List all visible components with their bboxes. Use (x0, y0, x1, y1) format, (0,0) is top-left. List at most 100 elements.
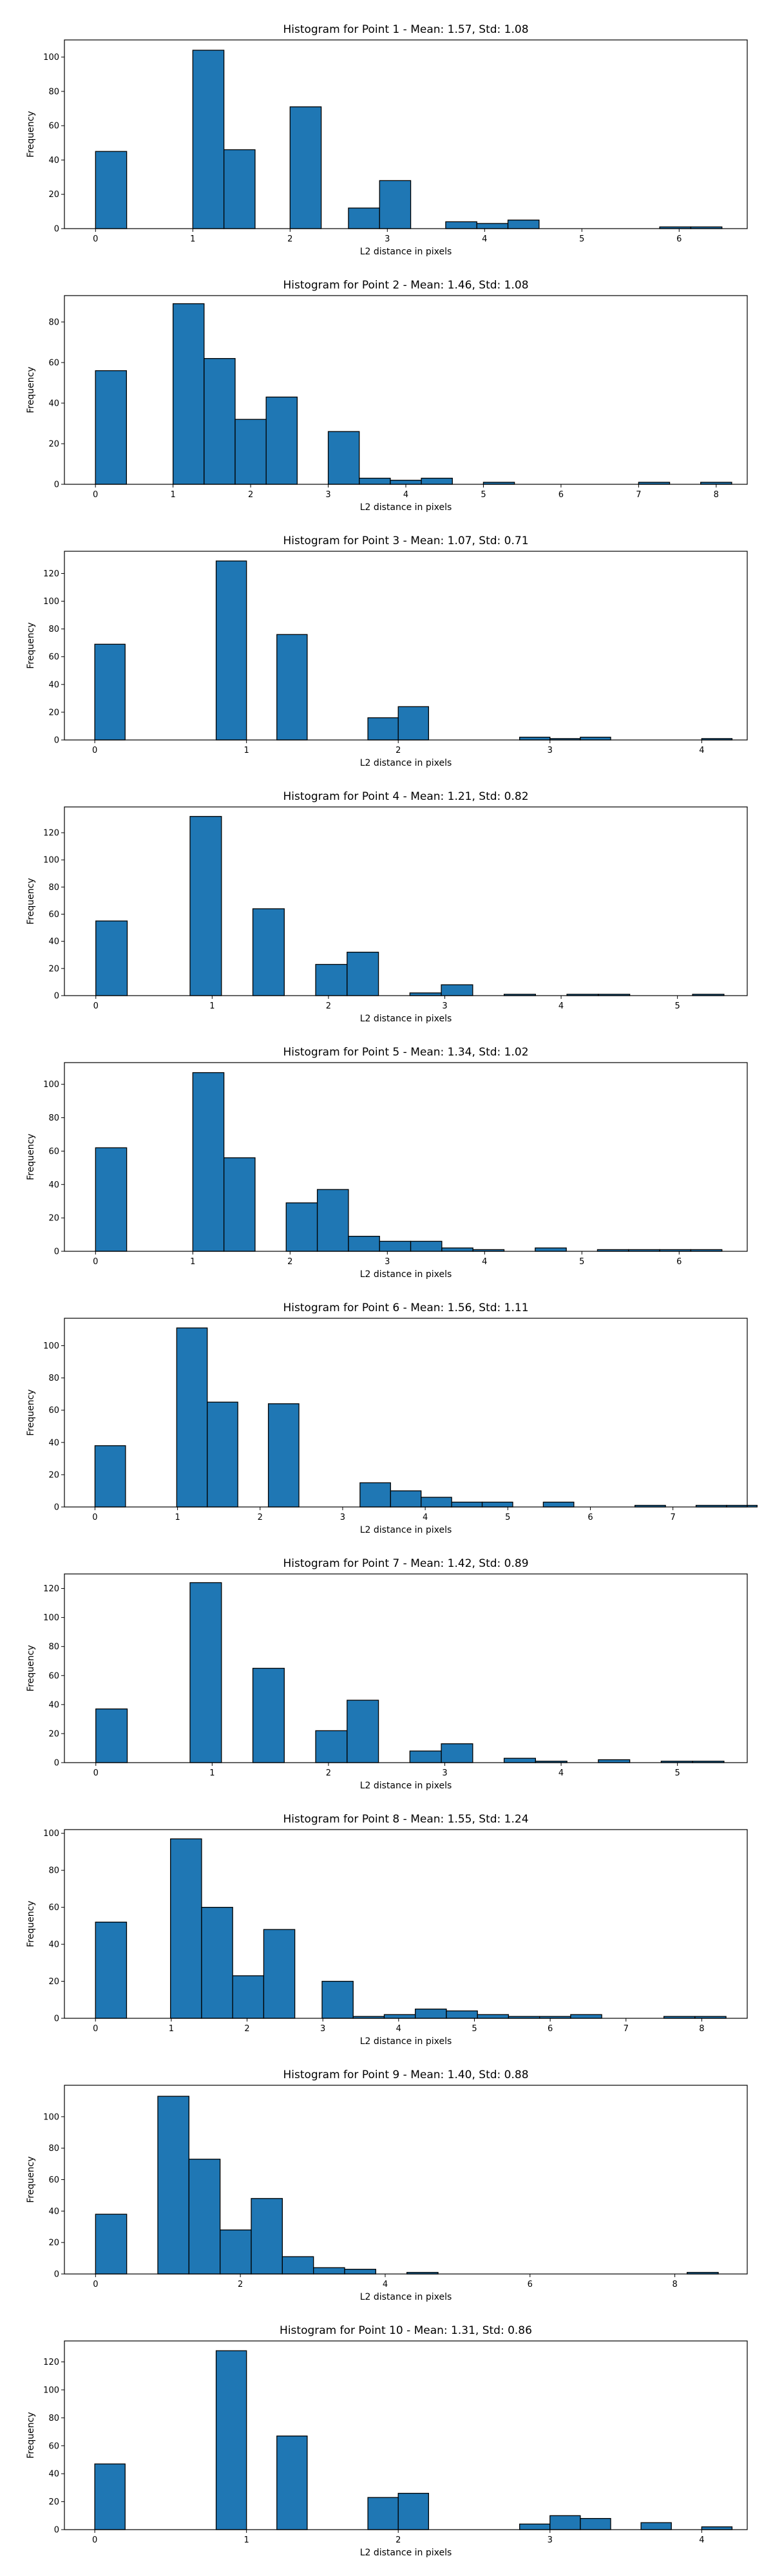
x-tick-label: 4 (482, 234, 487, 244)
y-tick-label: 120 (43, 1584, 59, 1594)
histogram-bar (282, 2256, 314, 2275)
y-tick-label: 20 (48, 1977, 59, 1987)
histogram-bar (316, 1189, 349, 1252)
histogram-bar (367, 2497, 399, 2530)
histogram-bar (347, 951, 379, 996)
histogram-bar (503, 1757, 536, 1763)
y-tick-label: 20 (48, 964, 59, 974)
histogram-bar (481, 1501, 513, 1508)
x-tick-label: 3 (385, 1257, 390, 1267)
x-tick-label: 1 (175, 1513, 180, 1522)
y-tick-label: 80 (48, 87, 59, 97)
histogram-panel-7: Histogram for Point 7 - Mean: 1.42, Std:… (26, 1557, 748, 1791)
histogram-bar (446, 2010, 478, 2019)
histogram-bar (95, 1147, 128, 1252)
chart-title: Histogram for Point 9 - Mean: 1.40, Std:… (283, 2069, 528, 2081)
x-tick-label: 4 (403, 490, 408, 500)
histogram-bar (367, 717, 399, 741)
y-tick-label: 120 (43, 829, 59, 838)
y-tick-label: 40 (48, 937, 59, 947)
x-tick-label: 6 (528, 2280, 533, 2289)
x-tick-label: 1 (209, 1768, 215, 1778)
histogram-bar (410, 1240, 443, 1252)
histogram-bar (223, 1157, 256, 1252)
x-axis-label: L2 distance in pixels (360, 2036, 452, 2047)
histogram-bar (348, 1236, 380, 1252)
histogram-bar (347, 1700, 379, 1763)
histogram-bar (397, 2492, 429, 2530)
y-tick-label: 40 (48, 399, 59, 408)
y-tick-label: 120 (43, 2358, 59, 2367)
x-tick-label: 3 (325, 490, 330, 500)
x-tick-label: 3 (320, 2024, 325, 2034)
x-tick-label: 0 (93, 490, 98, 500)
x-axis-label: L2 distance in pixels (360, 1525, 452, 1535)
y-tick-label: 80 (48, 1374, 59, 1383)
x-tick-label: 3 (548, 746, 553, 755)
y-axis-label: Frequency (26, 1645, 36, 1691)
x-tick-label: 0 (93, 2280, 98, 2289)
plot-frame (64, 1573, 748, 1763)
x-tick-label: 2 (326, 1768, 331, 1778)
histogram-bar (321, 1980, 354, 2019)
y-tick-label: 40 (48, 156, 59, 166)
y-tick-label: 60 (48, 2175, 59, 2185)
x-tick-label: 1 (190, 234, 195, 244)
y-axis-label: Frequency (26, 2156, 36, 2202)
histogram-bar (359, 1482, 391, 1508)
y-tick-label: 0 (54, 992, 59, 1001)
x-tick-label: 1 (169, 2024, 174, 2034)
histogram-bar (315, 1730, 348, 1763)
y-axis-label: Frequency (26, 1133, 36, 1180)
histogram-bar (570, 2014, 602, 2019)
histogram-bar (285, 1202, 318, 1252)
chart-title: Histogram for Point 4 - Mean: 1.21, Std:… (283, 790, 528, 803)
x-tick-label: 2 (287, 1257, 292, 1267)
y-axis-label: Frequency (26, 366, 36, 413)
y-tick-label: 100 (43, 53, 59, 62)
y-axis-label: Frequency (26, 1389, 36, 1435)
histogram-panel-9: Histogram for Point 9 - Mean: 1.40, Std:… (26, 2069, 748, 2302)
histogram-bar (252, 908, 285, 996)
y-tick-label: 0 (54, 2270, 59, 2280)
x-tick-label: 3 (442, 1768, 447, 1778)
y-tick-label: 80 (48, 1113, 59, 1123)
histogram-panel-6: Histogram for Point 6 - Mean: 1.56, Std:… (26, 1302, 758, 1535)
x-tick-label: 1 (209, 1001, 215, 1011)
histogram-bar (95, 1708, 128, 1763)
x-tick-label: 5 (579, 234, 584, 244)
x-tick-label: 5 (675, 1768, 680, 1778)
histogram-bar (441, 1247, 473, 1252)
histogram-panel-2: Histogram for Point 2 - Mean: 1.46, Std:… (26, 279, 748, 513)
chart-title: Histogram for Point 10 - Mean: 1.31, Std… (280, 2324, 532, 2337)
x-axis-label: L2 distance in pixels (360, 247, 452, 257)
x-axis-label: L2 distance in pixels (360, 1014, 452, 1024)
plot-frame (64, 1318, 748, 1508)
histogram-bar (441, 1743, 473, 1763)
x-tick-label: 5 (505, 1513, 510, 1522)
x-tick-label: 6 (676, 234, 682, 244)
histogram-bar (215, 2350, 247, 2530)
y-tick-label: 80 (48, 625, 59, 634)
x-tick-label: 2 (248, 490, 253, 500)
histogram-bar (580, 737, 611, 741)
histogram-bar (598, 1759, 631, 1763)
x-tick-label: 0 (92, 1513, 97, 1522)
histogram-bar (477, 2014, 510, 2019)
y-axis-label: Frequency (26, 1900, 36, 1947)
y-tick-label: 40 (48, 2470, 59, 2479)
x-tick-label: 3 (340, 1513, 345, 1522)
histogram-bar (640, 2522, 672, 2530)
histogram-bar (252, 1667, 285, 1763)
histogram-bar (189, 1582, 222, 1763)
y-tick-label: 0 (54, 1759, 59, 1768)
y-tick-label: 0 (54, 225, 59, 234)
chart-title: Histogram for Point 8 - Mean: 1.55, Std:… (283, 1813, 528, 1826)
x-tick-label: 2 (287, 234, 292, 244)
x-tick-label: 1 (190, 1257, 195, 1267)
histogram-bar (234, 419, 267, 485)
x-tick-label: 6 (558, 490, 564, 500)
x-tick-label: 0 (92, 2535, 97, 2545)
histogram-bar (315, 963, 348, 996)
histogram-bar (390, 480, 422, 485)
